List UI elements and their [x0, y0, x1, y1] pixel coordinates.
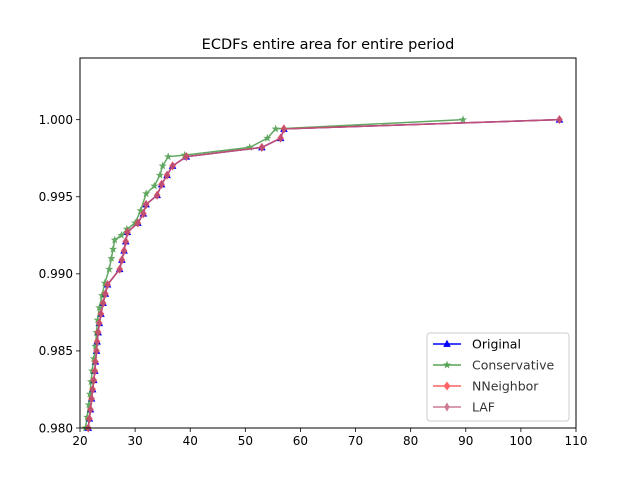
series-laf-point-32: [556, 115, 563, 125]
series-laf-point-5: [91, 375, 97, 385]
y-tick-label: 0.980: [39, 421, 73, 435]
series-laf-point-19: [123, 236, 129, 247]
series-laf-point-30: [277, 133, 284, 143]
series-laf-point-17: [119, 255, 125, 265]
x-tick-label: 40: [183, 434, 198, 448]
series-laf-point-26: [164, 170, 170, 180]
series-laf-point-4: [90, 384, 96, 395]
series-laf-point-28: [183, 152, 190, 162]
x-tick-label: 80: [403, 434, 418, 448]
legend-marker-laf-point-0: [444, 402, 450, 412]
series-laf-point-27: [169, 161, 176, 171]
series-conservative-point-20: [136, 206, 145, 215]
chart-title: ECDFs entire area for entire period: [202, 37, 455, 53]
series-conservative: [81, 115, 468, 432]
series-conservative-point-23: [155, 170, 164, 179]
series-laf-point-13: [100, 298, 106, 308]
legend-label-conservative: Conservative: [472, 358, 554, 373]
series-conservative-point-13: [105, 264, 114, 273]
series-conservative-point-25: [164, 152, 173, 161]
series-laf-point-1: [86, 414, 93, 424]
series-laf-point-8: [93, 346, 100, 356]
legend-box: [426, 332, 570, 422]
series-laf-point-18: [121, 246, 127, 256]
series-laf-point-31: [281, 124, 287, 134]
series-laf-point-16: [117, 264, 123, 274]
x-tick-label: 50: [238, 434, 253, 448]
legend-label-original: Original: [472, 337, 521, 352]
legend-item-conservative: Conservative: [433, 358, 554, 373]
series-laf-point-29: [259, 142, 265, 153]
series-laf: [85, 115, 563, 433]
series-laf-point-7: [92, 357, 99, 367]
legend-marker-nneighbor-point-0: [443, 381, 451, 391]
legend-label-laf: LAF: [472, 400, 495, 415]
series-laf-point-14: [102, 289, 108, 299]
series-laf-point-20: [124, 227, 131, 237]
series-conservative-point-17: [117, 231, 126, 239]
x-tick-label: 20: [72, 434, 87, 448]
y-axis: 0.980 0.985 0.990 0.995 1.000: [39, 113, 80, 435]
series-laf-point-22: [140, 209, 147, 219]
series-conservative-point-7: [91, 342, 100, 350]
legend-item-laf: LAF: [433, 400, 495, 415]
series-laf-point-10: [95, 327, 101, 338]
series-laf-point-6: [92, 366, 98, 376]
series-laf-point-24: [154, 190, 160, 200]
y-tick-label: 0.995: [39, 190, 73, 204]
series-conservative-point-29: [271, 124, 280, 133]
legend: Original Conservative NNeighbor LAF: [426, 332, 570, 422]
series-conservative-line: [84, 118, 464, 429]
series-conservative-point-30: [458, 115, 468, 124]
x-tick-label: 60: [293, 434, 308, 448]
legend-label-nneighbor: NNeighbor: [472, 379, 539, 394]
y-tick-label: 0.990: [39, 267, 73, 281]
series-laf-point-25: [158, 179, 165, 190]
x-tick-label: 100: [509, 434, 532, 448]
x-axis: 20 30 40 50 60 70 80 90 100 110: [72, 428, 587, 448]
x-tick-label: 70: [348, 434, 363, 448]
series-conservative-point-24: [158, 161, 167, 170]
series-laf-point-11: [96, 318, 102, 328]
series-conservative-point-21: [142, 189, 151, 198]
series-laf-point-2: [87, 404, 94, 415]
series-laf-point-12: [98, 309, 104, 319]
series-conservative-point-15: [108, 244, 118, 253]
series-conservative-point-14: [107, 254, 116, 262]
legend-item-original: Original: [433, 337, 521, 352]
legend-marker-conservative-point-0: [442, 360, 452, 369]
series-conservative-point-22: [150, 181, 159, 190]
x-tick-label: 30: [127, 434, 142, 448]
series-conservative-point-16: [110, 235, 119, 244]
series-laf-point-23: [143, 199, 149, 210]
y-tick-label: 1.000: [39, 113, 73, 127]
series-layer: [81, 115, 564, 433]
legend-marker-original-point-0: [443, 339, 451, 347]
legend-item-nneighbor: NNeighbor: [433, 379, 539, 394]
series-laf-point-9: [94, 337, 100, 347]
x-tick-label: 90: [458, 434, 473, 448]
y-tick-label: 0.985: [39, 344, 73, 358]
axes-frame: [79, 57, 577, 429]
series-laf-point-21: [135, 218, 141, 228]
x-tick-label: 110: [565, 434, 588, 448]
series-laf-point-3: [88, 394, 95, 404]
series-laf-point-15: [104, 280, 111, 290]
series-conservative-point-28: [263, 133, 272, 142]
